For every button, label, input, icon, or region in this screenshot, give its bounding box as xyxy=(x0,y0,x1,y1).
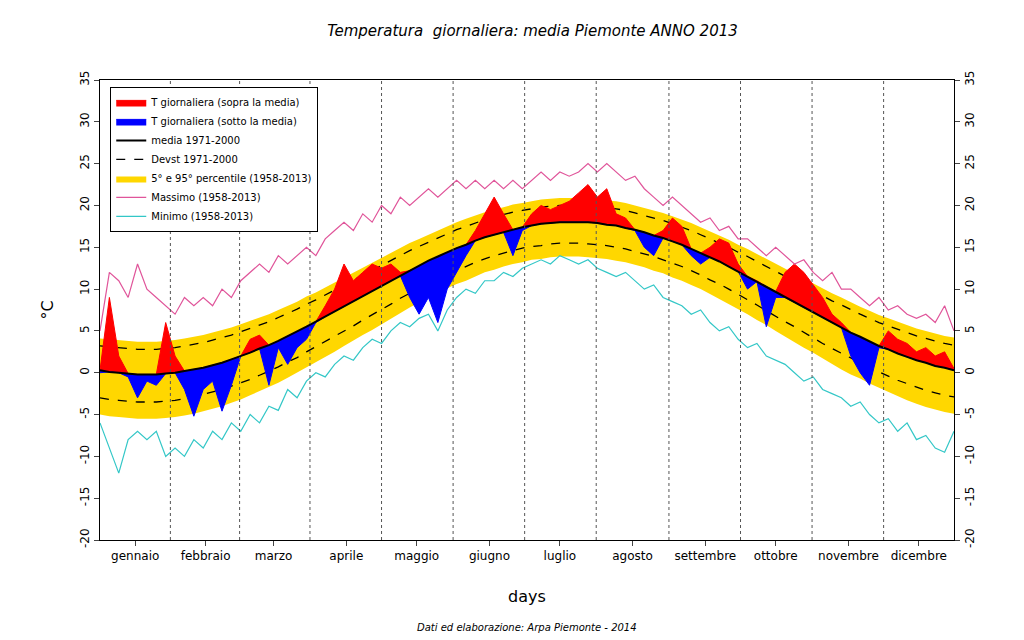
svg-text:30: 30 xyxy=(963,112,977,127)
svg-text:marzo: marzo xyxy=(255,549,293,563)
svg-text:T giornaliera (sopra la media): T giornaliera (sopra la media) xyxy=(150,97,299,108)
svg-text:-10: -10 xyxy=(963,445,977,465)
svg-text:-5: -5 xyxy=(78,407,92,419)
svg-text:25: 25 xyxy=(78,154,92,169)
svg-text:febbraio: febbraio xyxy=(181,549,231,563)
svg-text:°C: °C xyxy=(38,300,57,319)
svg-text:25: 25 xyxy=(963,154,977,169)
svg-text:ottobre: ottobre xyxy=(754,549,798,563)
svg-text:-10: -10 xyxy=(78,445,92,465)
svg-text:35: 35 xyxy=(78,71,92,86)
svg-text:5: 5 xyxy=(78,325,92,333)
svg-text:Minimo (1958-2013): Minimo (1958-2013) xyxy=(151,211,253,222)
svg-text:luglio: luglio xyxy=(544,549,577,563)
svg-text:5° e 95° percentile (1958-2013: 5° e 95° percentile (1958-2013) xyxy=(151,173,311,184)
svg-text:10: 10 xyxy=(963,280,977,295)
svg-text:-20: -20 xyxy=(78,528,92,548)
svg-text:agosto: agosto xyxy=(612,549,653,563)
svg-text:0: 0 xyxy=(78,367,92,375)
svg-text:5: 5 xyxy=(963,325,977,333)
svg-text:gennaio: gennaio xyxy=(111,549,159,563)
svg-text:Massimo (1958-2013): Massimo (1958-2013) xyxy=(151,192,260,203)
svg-text:0: 0 xyxy=(963,367,977,375)
svg-text:Temperatura giornaliera: medi: Temperatura giornaliera: media Piemonte … xyxy=(327,22,738,40)
svg-text:Devst 1971-2000: Devst 1971-2000 xyxy=(151,154,238,165)
svg-text:media 1971-2000: media 1971-2000 xyxy=(151,135,240,146)
svg-text:aprile: aprile xyxy=(329,549,363,563)
svg-text:-15: -15 xyxy=(78,487,92,507)
svg-text:10: 10 xyxy=(78,280,92,295)
svg-text:days: days xyxy=(508,587,546,606)
svg-text:30: 30 xyxy=(78,112,92,127)
svg-text:-5: -5 xyxy=(963,407,977,419)
svg-text:dicembre: dicembre xyxy=(891,549,947,563)
svg-text:-20: -20 xyxy=(963,528,977,548)
svg-text:20: 20 xyxy=(963,196,977,211)
svg-text:15: 15 xyxy=(78,238,92,253)
svg-text:giugno: giugno xyxy=(469,549,510,563)
svg-text:-15: -15 xyxy=(963,487,977,507)
svg-text:T giornaliera (sotto la media): T giornaliera (sotto la media) xyxy=(150,116,297,127)
svg-text:15: 15 xyxy=(963,238,977,253)
svg-text:maggio: maggio xyxy=(394,549,439,563)
svg-text:20: 20 xyxy=(78,196,92,211)
svg-text:novembre: novembre xyxy=(818,549,879,563)
svg-text:settembre: settembre xyxy=(674,549,736,563)
svg-text:35: 35 xyxy=(963,71,977,86)
svg-text:Dati ed elaborazione: Arpa Pie: Dati ed elaborazione: Arpa Piemonte - 20… xyxy=(417,622,637,633)
